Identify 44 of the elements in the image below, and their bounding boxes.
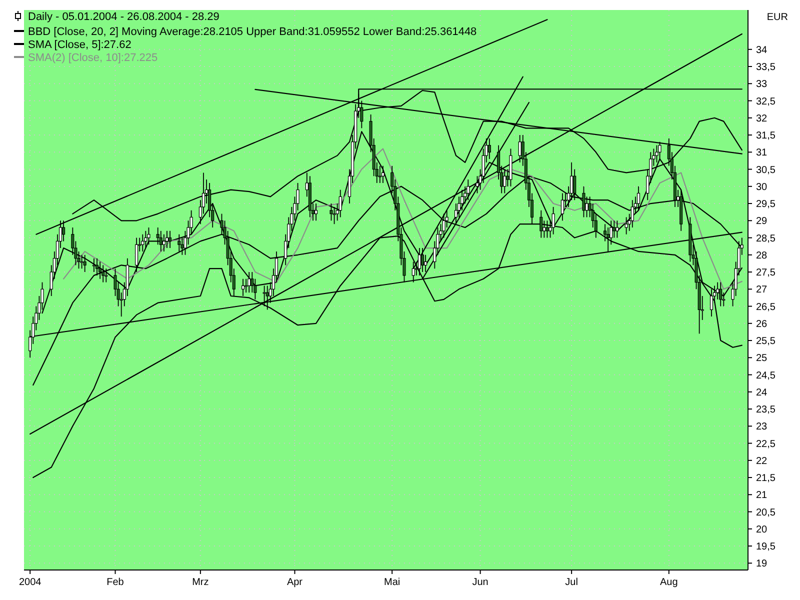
y-tick-label: 26,5 xyxy=(756,302,776,313)
y-tick-label: 29,5 xyxy=(756,199,776,210)
y-tick-label: 23,5 xyxy=(756,404,776,416)
y-tick-label: 29 xyxy=(756,216,768,228)
y-tick-label: 31 xyxy=(756,148,768,159)
y-tick-label: 20 xyxy=(756,524,768,536)
chart-title: Daily - 05.01.2004 - 26.08.2004 - 28.29 xyxy=(28,11,220,23)
y-tick-label: 23 xyxy=(756,422,768,433)
y-tick-label: 22 xyxy=(756,456,768,467)
x-tick-label: 2004 xyxy=(18,577,42,588)
y-tick-label: 27,5 xyxy=(756,268,776,279)
y-tick-label: 33 xyxy=(756,79,768,90)
y-tick-label: 30 xyxy=(756,182,768,193)
x-tick-label: Jun xyxy=(472,577,488,588)
x-tick-label: Mrz xyxy=(192,577,209,588)
y-tick-label: 19 xyxy=(756,558,768,570)
y-tick-label: 19,5 xyxy=(756,542,776,553)
legend-label: BBD [Close, 20, 2] Moving Average:28.2105 Upper Band:31.059552 Lower Band:25.361448 xyxy=(28,26,477,38)
x-tick-label: Jul xyxy=(565,577,578,588)
y-tick-label: 24,5 xyxy=(756,370,776,382)
y-tick-label: 22,5 xyxy=(756,438,776,450)
y-tick-label: 32,5 xyxy=(756,96,776,108)
y-tick-label: 31,5 xyxy=(756,130,776,142)
y-tick-label: 25,5 xyxy=(756,336,776,348)
y-tick-label: 21,5 xyxy=(756,473,776,484)
y-axis-title: EUR xyxy=(766,12,788,23)
y-tick-label: 25 xyxy=(756,353,768,364)
y-tick-label: 32 xyxy=(756,113,768,124)
x-tick-label: Apr xyxy=(286,577,304,588)
legend-label: SMA(2) [Close, 10]:27.225 xyxy=(28,52,158,64)
y-tick-label: 20,5 xyxy=(756,507,776,518)
y-tick-label: 28,5 xyxy=(756,233,776,244)
x-tick-label: Mai xyxy=(384,577,400,588)
y-tick-label: 24 xyxy=(756,387,768,398)
y-tick-label: 30,5 xyxy=(756,164,776,176)
y-tick-label: 28 xyxy=(756,250,768,262)
y-tick-label: 21 xyxy=(756,490,768,502)
x-tick-label: Aug xyxy=(660,577,678,588)
y-tick-label: 27 xyxy=(756,284,768,296)
y-tick-label: 26 xyxy=(756,318,768,330)
x-tick-label: Feb xyxy=(106,577,124,588)
y-tick-label: 34 xyxy=(756,44,768,56)
legend-label: SMA [Close, 5]:27.62 xyxy=(28,39,132,51)
y-tick-label: 33,5 xyxy=(756,62,776,74)
